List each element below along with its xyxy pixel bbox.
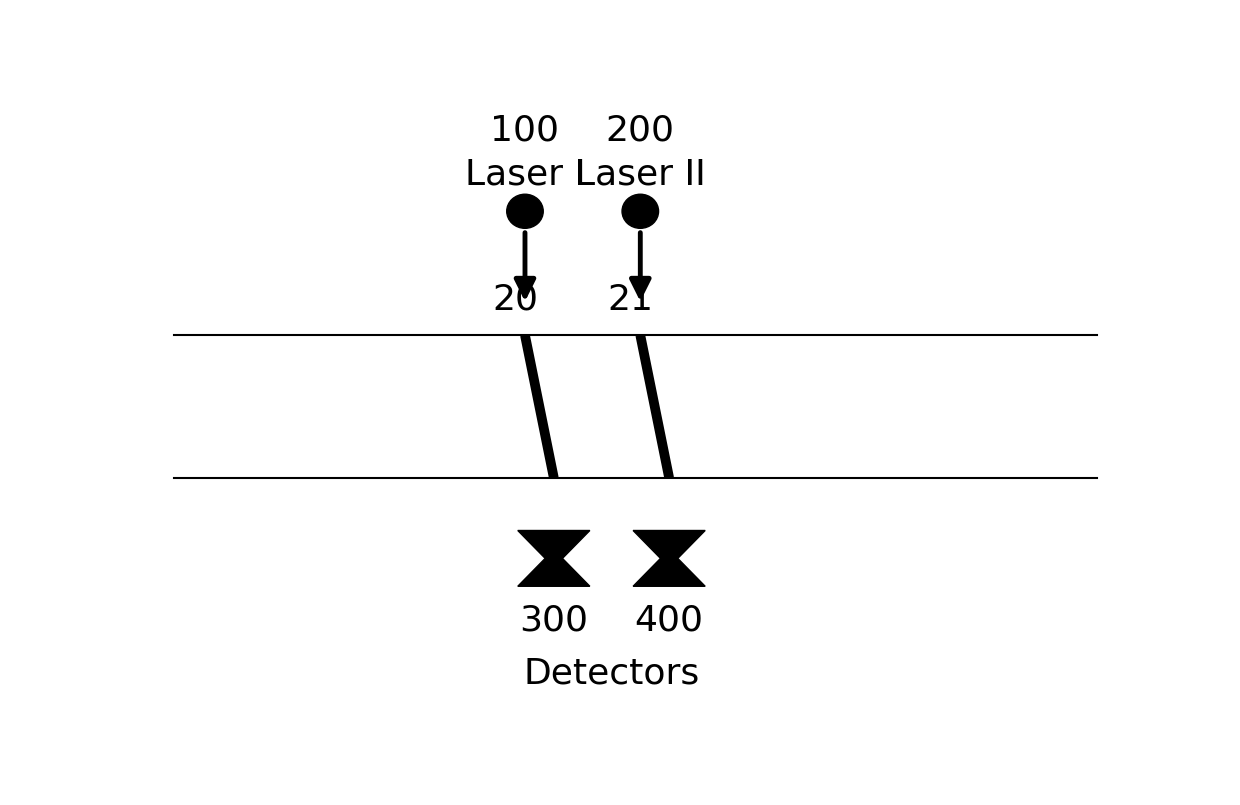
Ellipse shape bbox=[507, 194, 543, 229]
Polygon shape bbox=[518, 530, 590, 559]
Text: Detectors: Detectors bbox=[523, 656, 699, 690]
Polygon shape bbox=[518, 559, 590, 586]
Text: 200: 200 bbox=[606, 114, 675, 147]
Text: 400: 400 bbox=[635, 604, 703, 638]
Polygon shape bbox=[634, 530, 706, 559]
Text: 21: 21 bbox=[608, 283, 653, 316]
Text: Laser II: Laser II bbox=[575, 157, 706, 191]
Polygon shape bbox=[634, 559, 706, 586]
Text: 300: 300 bbox=[520, 604, 588, 638]
Ellipse shape bbox=[622, 194, 658, 229]
Text: 100: 100 bbox=[491, 114, 559, 147]
Text: Laser I: Laser I bbox=[465, 157, 585, 191]
Text: 20: 20 bbox=[492, 283, 538, 316]
